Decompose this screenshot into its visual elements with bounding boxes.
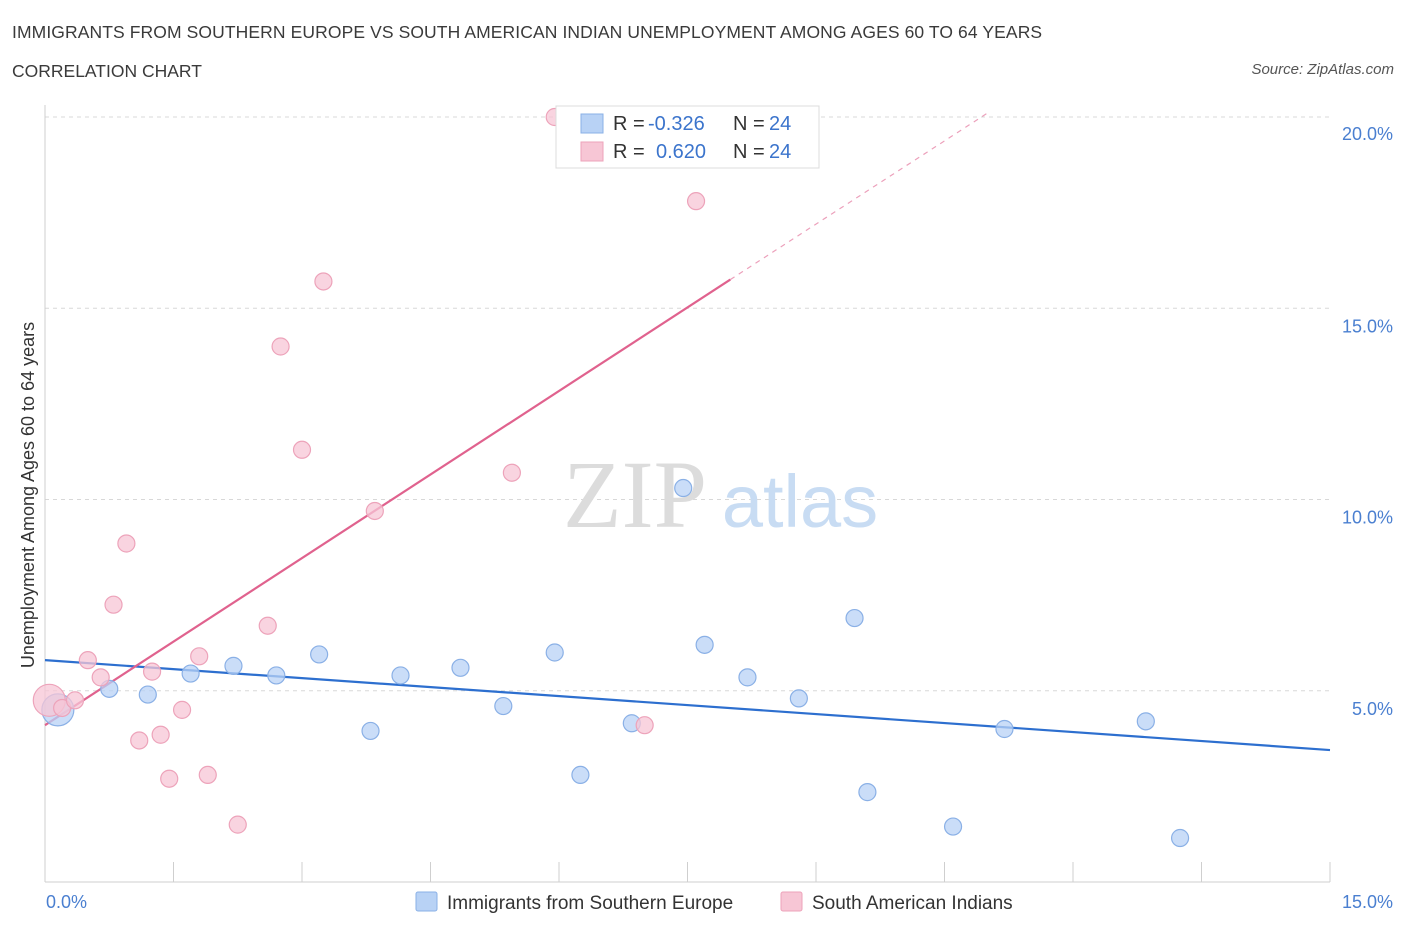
stats-swatch-blue — [580, 113, 604, 134]
data-point-pink — [292, 440, 312, 459]
trend-line-blue — [44, 659, 1331, 752]
trend-lines — [44, 112, 1331, 752]
data-point-blue — [995, 719, 1014, 739]
axes — [44, 105, 1331, 883]
data-point-pink — [151, 725, 170, 744]
data-point-pink — [635, 716, 654, 735]
data-point-blue — [451, 658, 470, 677]
y-axis-label: Unemployment Among Ages 60 to 64 years — [18, 322, 38, 668]
data-point-pink — [365, 501, 384, 521]
data-point-pink — [314, 272, 333, 291]
stats-box: R = -0.326 N = 24 R = 0.620 N = 24 — [555, 105, 820, 169]
data-point-blue — [138, 685, 157, 704]
data-point-pink — [104, 595, 123, 614]
data-point-blue — [545, 643, 564, 662]
stats-swatch-pink — [580, 141, 604, 162]
data-point-blue — [181, 664, 200, 683]
stats-r-label: R = — [613, 141, 645, 163]
data-point-pink — [160, 769, 179, 788]
data-point-pink — [172, 700, 192, 719]
watermark: ZIP atlas — [563, 441, 878, 548]
stats-r-value: -0.326 — [648, 113, 705, 135]
data-point-blue — [695, 635, 714, 654]
data-point-pink — [258, 616, 277, 635]
legend-label-south-american-indians: South American Indians — [812, 893, 1013, 914]
stats-n-label: N = — [733, 141, 765, 163]
data-point-pink — [130, 731, 149, 750]
data-point-pink — [65, 691, 85, 710]
data-point-blue — [391, 666, 410, 685]
legend-swatch-pink — [780, 891, 803, 912]
data-points — [32, 107, 1190, 848]
data-point-pink — [271, 337, 290, 356]
legend-swatch-blue — [415, 891, 438, 912]
source-credit: Source: ZipAtlas.com — [1251, 61, 1394, 78]
y-tick-label: 10.0% — [1342, 508, 1393, 528]
data-point-pink — [91, 668, 110, 687]
data-point-pink — [117, 534, 136, 553]
data-point-pink — [142, 662, 162, 681]
x-tick-label-min: 0.0% — [46, 892, 87, 912]
stats-n-label: N = — [733, 113, 765, 135]
data-point-blue — [738, 668, 757, 687]
stats-n-value: 24 — [769, 113, 791, 135]
trend-line-extension-pink — [730, 112, 988, 281]
data-point-pink — [78, 651, 97, 670]
stats-r-label: R = — [613, 113, 645, 135]
stats-n-value: 24 — [769, 141, 791, 163]
trend-line-pink — [44, 278, 731, 727]
data-point-blue — [943, 817, 963, 836]
data-point-blue — [571, 765, 590, 785]
y-tick-label: 20.0% — [1342, 124, 1393, 144]
chart-subtitle: CORRELATION CHART — [12, 61, 202, 81]
data-point-blue — [267, 666, 286, 685]
data-point-blue — [789, 689, 808, 708]
data-point-blue — [1136, 712, 1155, 731]
data-point-blue — [361, 721, 380, 741]
data-point-blue — [674, 478, 693, 498]
legend-label-southern-europe: Immigrants from Southern Europe — [447, 893, 733, 914]
data-point-blue — [494, 696, 513, 716]
data-point-pink — [228, 815, 247, 834]
stats-r-value: 0.620 — [656, 141, 706, 163]
x-tick-label-max: 15.0% — [1342, 892, 1393, 912]
data-point-blue — [224, 656, 243, 675]
data-point-blue — [858, 783, 877, 802]
legend: Immigrants from Southern Europe South Am… — [415, 891, 1013, 914]
data-point-blue — [845, 608, 864, 628]
y-tick-label: 5.0% — [1352, 699, 1393, 719]
data-point-pink — [198, 765, 217, 785]
watermark-atlas: atlas — [722, 460, 878, 543]
data-point-pink — [190, 647, 209, 666]
data-point-pink — [502, 463, 521, 482]
y-tick-label: 15.0% — [1342, 316, 1393, 336]
data-point-blue — [310, 645, 329, 664]
gridlines: 5.0% 10.0% 15.0% 20.0% — [45, 116, 1393, 719]
chart-title: IMMIGRANTS FROM SOUTHERN EUROPE VS SOUTH… — [12, 22, 1043, 42]
data-point-pink — [686, 192, 706, 211]
data-point-blue — [1170, 828, 1190, 848]
